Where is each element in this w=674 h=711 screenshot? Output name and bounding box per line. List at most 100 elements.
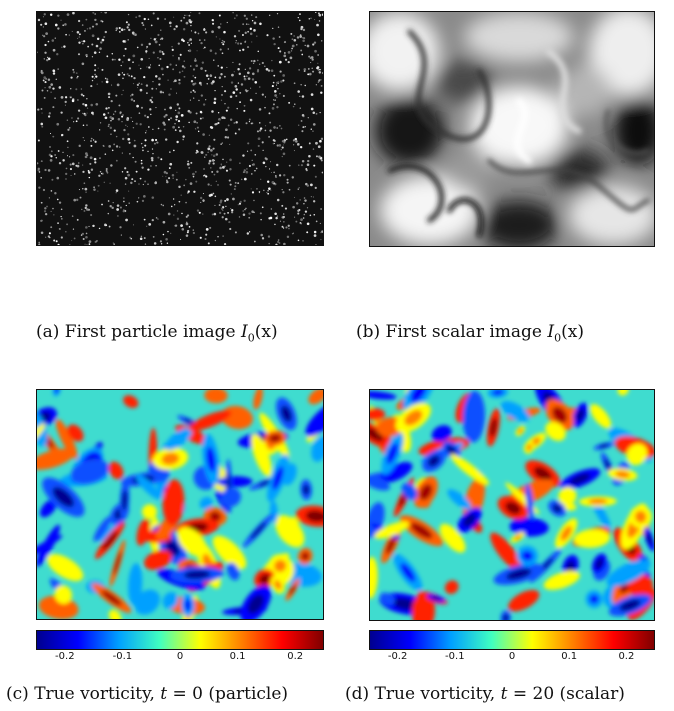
particle [76,30,80,34]
particle [127,39,129,41]
particle [310,17,312,19]
particle [283,54,287,58]
particle [251,159,253,161]
particle [218,76,222,79]
particle [292,205,295,209]
particle [97,184,100,187]
vortex-core [635,510,647,523]
particle [143,194,146,198]
particle [82,164,84,166]
particle [86,28,89,30]
particle [233,188,236,191]
particle [188,166,191,169]
particle [145,50,148,53]
particle [200,201,202,203]
particle [111,117,115,121]
particle [157,218,159,220]
particle [64,100,67,104]
particle [218,204,221,206]
particle [141,166,144,169]
particle [315,220,318,223]
particle [95,102,99,106]
vortex-blob [462,390,486,443]
particle [138,64,140,66]
particle [217,65,219,67]
vortex-blob [490,532,523,572]
particle [118,30,121,33]
particle [314,186,317,190]
particle [229,118,233,121]
particle [184,14,186,17]
particle [175,118,178,121]
particle [219,199,223,203]
particle [212,192,215,195]
particle [217,121,220,125]
particle [91,25,95,28]
particle [121,120,123,123]
particle [164,18,166,20]
particle [159,240,163,243]
particle [90,84,93,88]
particle [78,33,81,36]
particle [83,139,85,141]
particle [306,222,310,226]
particle [212,154,216,158]
particle [164,108,166,111]
particle [244,31,247,34]
vortex-blob [98,520,121,542]
particle [306,184,310,187]
vortex-blob [275,515,305,548]
particle [68,156,71,158]
particle [223,117,226,120]
particle [169,162,173,166]
particle [259,22,262,26]
particle [313,234,317,237]
particle [146,66,148,68]
particle [85,191,87,193]
particle [97,190,99,192]
particle [223,30,226,34]
particle [47,40,50,43]
particle [318,79,321,81]
particle [101,68,104,71]
particle [178,82,181,85]
particle [208,134,211,136]
vortex-blob [253,390,263,410]
particle [88,243,91,245]
particle [287,60,290,64]
particle [303,203,305,205]
particle [307,159,310,163]
particle [126,73,129,76]
vortex-blob [165,427,193,450]
particle [286,181,289,184]
particle [303,37,306,40]
particle [212,80,215,83]
particle [88,27,92,30]
particle [222,209,224,212]
particle [105,168,108,171]
particle [80,88,83,90]
particle [124,183,127,185]
particle [144,243,147,245]
particle [84,206,87,210]
vortex-blob [305,402,323,437]
particle [225,109,228,112]
particle [203,39,206,41]
particle [213,212,217,216]
particle [258,191,261,194]
particle [208,159,212,163]
particle [289,56,293,60]
particle [242,171,245,174]
particle [236,107,238,110]
particle [277,87,279,90]
particle [297,90,300,93]
particle [121,115,124,118]
particle [62,151,64,153]
particle [116,208,120,211]
particle [91,43,94,46]
particle [199,117,202,120]
particle [244,41,246,43]
particle [271,181,275,184]
particle [190,42,192,44]
particle [99,47,102,50]
